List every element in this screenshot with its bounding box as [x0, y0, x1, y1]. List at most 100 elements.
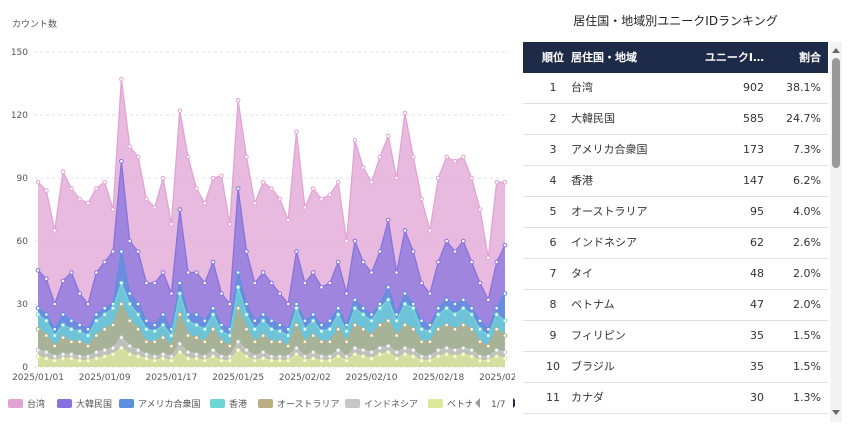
point — [219, 173, 224, 179]
point — [202, 326, 208, 332]
point — [252, 339, 258, 345]
point — [502, 350, 508, 355]
point — [127, 301, 133, 307]
point — [419, 196, 424, 202]
point — [144, 196, 149, 202]
point — [252, 200, 258, 206]
point — [77, 329, 82, 334]
point — [44, 318, 49, 324]
y-tick-label: 150 — [11, 48, 28, 58]
point — [435, 354, 441, 359]
point — [310, 333, 316, 338]
point — [335, 326, 341, 332]
point — [35, 305, 41, 311]
point — [486, 358, 491, 364]
x-tick-label: 2025/01/01 — [12, 373, 64, 383]
point — [52, 358, 57, 364]
point — [444, 238, 449, 244]
point — [344, 329, 349, 334]
point — [160, 312, 166, 317]
point — [69, 318, 74, 324]
point — [60, 278, 66, 284]
point — [327, 318, 333, 324]
point — [302, 280, 308, 286]
point — [244, 326, 249, 332]
point — [235, 305, 241, 311]
point — [410, 301, 416, 307]
point — [427, 339, 433, 345]
point — [452, 301, 458, 307]
point — [419, 280, 424, 286]
point — [461, 154, 466, 160]
scrollbar[interactable] — [830, 42, 842, 422]
point — [344, 354, 349, 359]
point — [410, 154, 416, 160]
point — [394, 175, 399, 181]
point — [377, 301, 383, 307]
point — [235, 347, 241, 353]
point — [52, 228, 57, 233]
point — [327, 354, 333, 359]
point — [252, 318, 258, 324]
point — [135, 301, 141, 307]
cell: 1.5% — [793, 360, 821, 373]
point — [277, 291, 283, 296]
cell: 8 — [549, 298, 557, 311]
point — [60, 312, 66, 317]
legend-next[interactable] — [513, 398, 515, 408]
point — [494, 326, 499, 332]
table-row: 10 ブラジル 35 1.5% — [523, 351, 828, 383]
point — [169, 291, 174, 296]
point — [169, 358, 174, 364]
point — [469, 312, 474, 317]
point — [461, 238, 466, 244]
legend-prev[interactable] — [475, 398, 480, 408]
point — [194, 352, 199, 357]
table-row: 7 タイ 48 2.0% — [523, 258, 828, 290]
cell: 7 — [549, 267, 557, 280]
point — [302, 354, 308, 359]
point — [427, 329, 433, 334]
point — [310, 356, 316, 361]
point — [394, 356, 399, 361]
point — [469, 326, 474, 332]
point — [427, 354, 433, 359]
point — [352, 238, 358, 244]
point — [194, 322, 199, 328]
point — [127, 238, 133, 244]
point — [69, 352, 74, 357]
legend-swatch — [57, 399, 72, 408]
point — [394, 270, 399, 275]
point — [394, 350, 399, 355]
point — [369, 356, 374, 361]
legend-label: アメリカ合衆国 — [138, 398, 201, 410]
point — [494, 259, 499, 265]
point — [294, 249, 299, 254]
cell: 35 — [750, 360, 764, 373]
point — [269, 339, 274, 345]
point — [244, 301, 249, 307]
point — [319, 329, 324, 334]
point — [452, 326, 458, 332]
point — [35, 326, 41, 332]
point — [102, 305, 108, 311]
cell: 順位 — [542, 51, 564, 64]
point — [244, 354, 249, 359]
point — [60, 352, 66, 357]
point — [35, 354, 41, 359]
scroll-thumb[interactable] — [832, 58, 840, 168]
point — [294, 129, 299, 135]
point — [152, 339, 158, 345]
point — [94, 312, 99, 317]
cell: 1.5% — [793, 329, 821, 342]
legend-page: 1/7 — [491, 400, 505, 410]
point — [277, 322, 283, 328]
point — [352, 345, 358, 351]
point — [235, 284, 241, 290]
point — [285, 343, 291, 349]
point — [110, 352, 116, 357]
point — [502, 318, 508, 324]
x-tick-label: 2025/01/09 — [79, 373, 131, 383]
cell: 台湾 — [571, 81, 593, 94]
point — [227, 358, 233, 364]
